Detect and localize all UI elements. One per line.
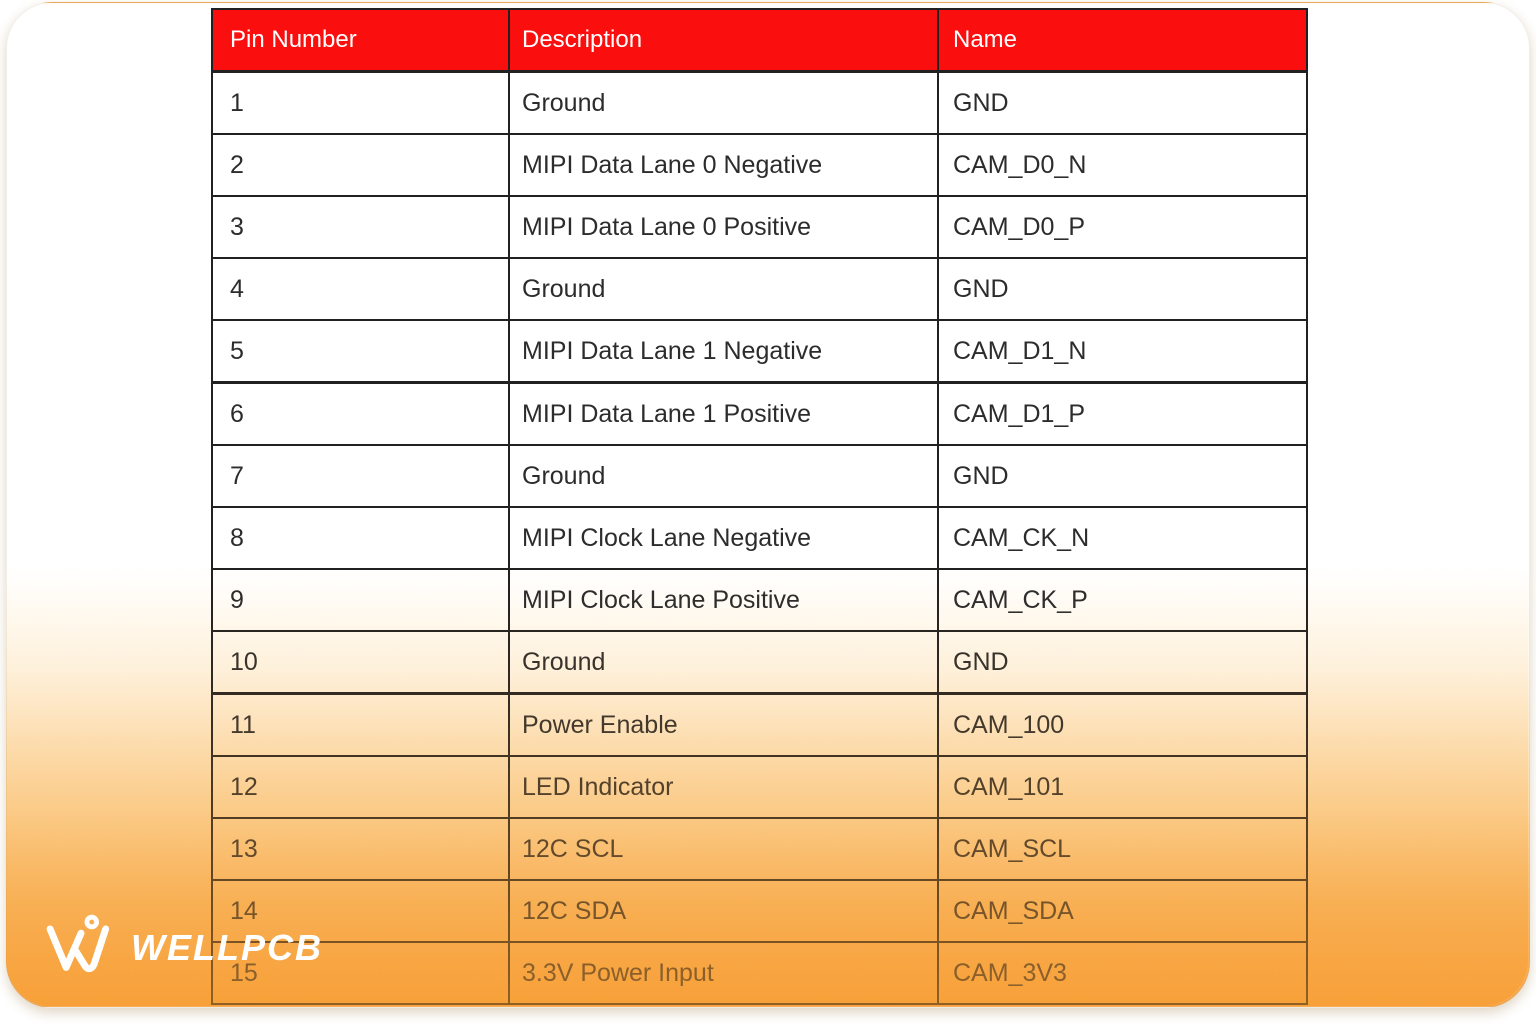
cell-pin-number: 4 <box>211 257 510 321</box>
cell-description: MIPI Clock Lane Positive <box>508 568 939 632</box>
cell-name: CAM_3V3 <box>937 941 1308 1005</box>
cell-name: CAM_SCL <box>937 817 1308 881</box>
cell-name: CAM_101 <box>937 755 1308 819</box>
table-row: 10 Ground GND <box>211 630 1308 695</box>
cell-description: Ground <box>508 444 939 508</box>
cell-description: MIPI Data Lane 0 Negative <box>508 133 939 197</box>
cell-name: GND <box>937 444 1308 508</box>
cell-pin-number: 1 <box>211 70 510 135</box>
cell-description: LED Indicator <box>508 755 939 819</box>
cell-pin-number: 12 <box>211 755 510 819</box>
cell-description: Ground <box>508 70 939 135</box>
table-row: 5 MIPI Data Lane 1 Negative CAM_D1_N <box>211 319 1308 384</box>
cell-name: CAM_CK_N <box>937 506 1308 570</box>
table-row: 2 MIPI Data Lane 0 Negative CAM_D0_N <box>211 133 1308 197</box>
cell-pin-number: 11 <box>211 692 510 757</box>
pinout-table-header: Pin Number Description Name <box>211 8 1308 73</box>
cell-name: CAM_D1_N <box>937 319 1308 384</box>
cell-pin-number: 10 <box>211 630 510 695</box>
cell-pin-number: 13 <box>211 817 510 881</box>
cell-name: CAM_D1_P <box>937 381 1308 446</box>
cell-name: GND <box>937 257 1308 321</box>
cell-pin-number: 7 <box>211 444 510 508</box>
cell-description: Power Enable <box>508 692 939 757</box>
wellpcb-logo: WELLPCB <box>42 914 323 981</box>
cell-name: CAM_SDA <box>937 879 1308 943</box>
table-row: 11 Power Enable CAM_100 <box>211 692 1308 757</box>
cell-pin-number: 2 <box>211 133 510 197</box>
cell-pin-number: 8 <box>211 506 510 570</box>
cell-name: GND <box>937 630 1308 695</box>
cell-description: 3.3V Power Input <box>508 941 939 1005</box>
table-row: 6 MIPI Data Lane 1 Positive CAM_D1_P <box>211 381 1308 446</box>
cell-description: Ground <box>508 257 939 321</box>
cell-description: MIPI Data Lane 1 Negative <box>508 319 939 384</box>
table-row: 14 12C SDA CAM_SDA <box>211 879 1308 943</box>
cell-name: GND <box>937 70 1308 135</box>
column-header-name: Name <box>937 8 1308 73</box>
cell-name: CAM_D0_P <box>937 195 1308 259</box>
table-row: 13 12C SCL CAM_SCL <box>211 817 1308 881</box>
table-row: 4 Ground GND <box>211 257 1308 321</box>
wellpcb-wordmark: WELLPCB <box>131 926 323 968</box>
table-row: 7 Ground GND <box>211 444 1308 508</box>
header-row: Pin Number Description Name <box>211 8 1308 73</box>
pinout-table: Pin Number Description Name 1 Ground GND 2 M… <box>211 8 1308 1005</box>
cell-pin-number: 3 <box>211 195 510 259</box>
wellpcb-w-icon <box>42 914 118 981</box>
table-row: 9 MIPI Clock Lane Positive CAM_CK_P <box>211 568 1308 632</box>
table-row: 15 3.3V Power Input CAM_3V3 <box>211 941 1308 1005</box>
table-row: 1 Ground GND <box>211 70 1308 135</box>
cell-description: 12C SCL <box>508 817 939 881</box>
column-header-description: Description <box>508 8 939 73</box>
cell-description: MIPI Data Lane 0 Positive <box>508 195 939 259</box>
cell-pin-number: 9 <box>211 568 510 632</box>
cell-description: MIPI Data Lane 1 Positive <box>508 381 939 446</box>
table-row: 8 MIPI Clock Lane Negative CAM_CK_N <box>211 506 1308 570</box>
cell-pin-number: 5 <box>211 319 510 384</box>
cell-name: CAM_CK_P <box>937 568 1308 632</box>
cell-description: Ground <box>508 630 939 695</box>
cell-name: CAM_100 <box>937 692 1308 757</box>
column-header-pin-number: Pin Number <box>211 8 510 73</box>
table-row: 3 MIPI Data Lane 0 Positive CAM_D0_P <box>211 195 1308 259</box>
cell-pin-number: 6 <box>211 381 510 446</box>
table-row: 12 LED Indicator CAM_101 <box>211 755 1308 819</box>
cell-description: 12C SDA <box>508 879 939 943</box>
cell-description: MIPI Clock Lane Negative <box>508 506 939 570</box>
pinout-table-body: 1 Ground GND 2 MIPI Data Lane 0 Negative CAM_… <box>211 70 1308 1005</box>
cell-name: CAM_D0_N <box>937 133 1308 197</box>
